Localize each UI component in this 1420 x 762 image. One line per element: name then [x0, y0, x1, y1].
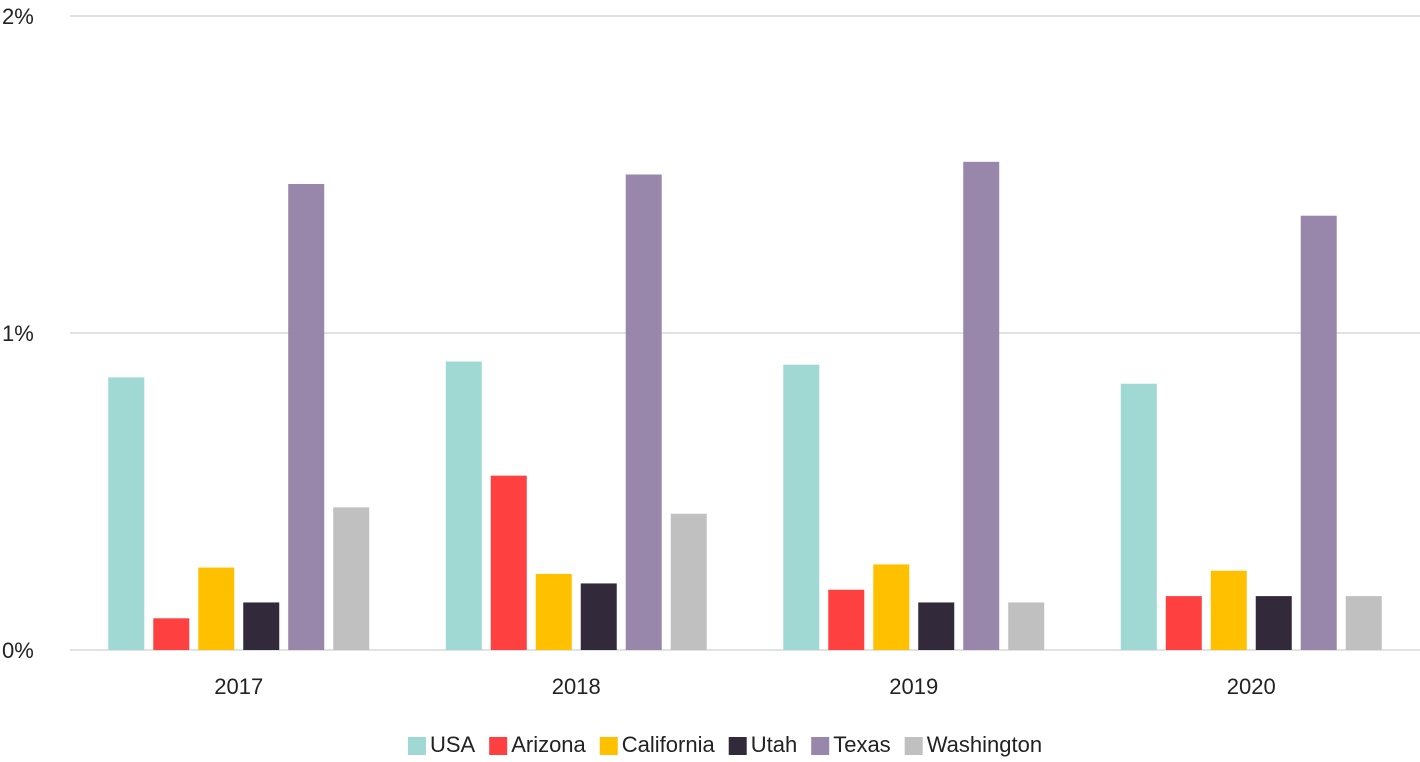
bar: [333, 507, 370, 650]
legend-swatch: [599, 737, 618, 755]
legend-swatch: [489, 737, 508, 755]
legend-swatch: [407, 737, 426, 755]
bar: [198, 567, 235, 650]
bar: [1008, 602, 1045, 650]
bar: [873, 564, 910, 650]
bar: [243, 602, 280, 650]
bar: [108, 377, 145, 650]
bar: [580, 583, 617, 650]
bar: [918, 602, 955, 650]
legend-label: California: [622, 732, 716, 757]
y-tick-label: 0%: [2, 638, 34, 663]
legend-swatch: [811, 737, 830, 755]
y-tick-label: 2%: [2, 4, 34, 29]
y-tick-label: 1%: [2, 321, 34, 346]
bar: [1165, 596, 1202, 650]
bar: [1210, 570, 1247, 650]
legend-swatch: [728, 737, 747, 755]
bar: [828, 589, 865, 650]
bar: [1255, 596, 1292, 650]
bar: [288, 184, 325, 650]
bar: [1345, 596, 1382, 650]
bar: [670, 513, 707, 650]
bar: [625, 174, 662, 650]
bar: [1120, 383, 1157, 650]
bar: [963, 161, 1000, 650]
bar: [490, 475, 527, 650]
legend-label: Utah: [751, 732, 797, 757]
legend-swatch: [904, 737, 923, 755]
bar: [153, 618, 190, 650]
x-tick-label: 2020: [1227, 674, 1276, 699]
bar: [535, 573, 572, 650]
bar: [783, 364, 820, 650]
legend-label: USA: [430, 732, 476, 757]
legend-label: Washington: [927, 732, 1042, 757]
x-tick-label: 2017: [214, 674, 263, 699]
x-tick-label: 2018: [552, 674, 601, 699]
legend-label: Arizona: [511, 732, 586, 757]
legend-label: Texas: [833, 732, 890, 757]
x-tick-label: 2019: [889, 674, 938, 699]
bar: [445, 361, 482, 650]
bar: [1300, 215, 1337, 650]
